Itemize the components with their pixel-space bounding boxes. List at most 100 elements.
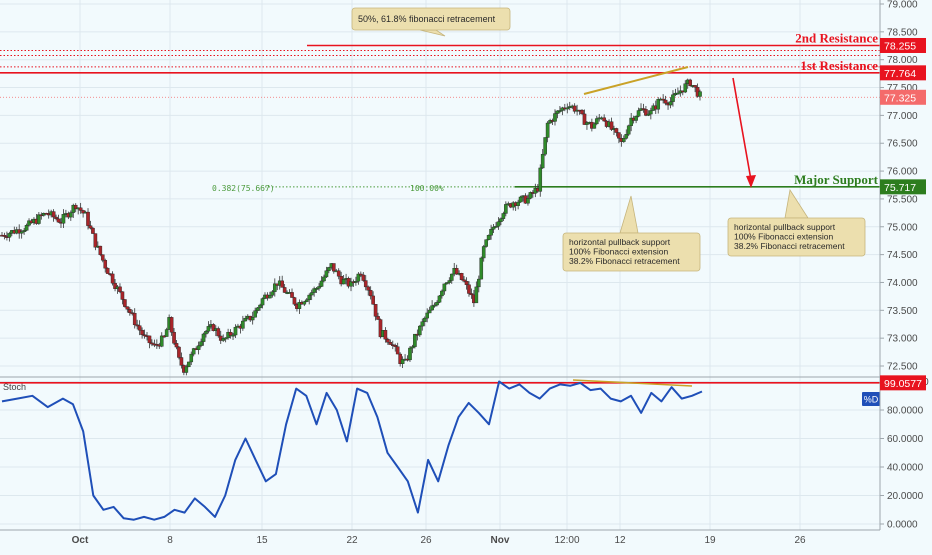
candle-body (231, 334, 235, 337)
callout-text-line: 100% Fibonacci extension (734, 232, 834, 242)
candle-body (312, 288, 316, 293)
candle-body (440, 290, 444, 297)
candle-body (368, 290, 373, 297)
candle-body (565, 107, 570, 110)
candle-body (19, 231, 24, 234)
candle-body (609, 121, 614, 130)
first-resistance-tag-background (880, 65, 926, 81)
candle-body (177, 346, 181, 358)
callout-background (562, 232, 701, 272)
callout-text-line: 100% Fibonacci extension (569, 247, 669, 257)
price-tags: 78.255 77.764 77.325 75.717 99.0577 (880, 37, 926, 391)
candle-body (216, 328, 221, 337)
candle-body (698, 91, 702, 97)
candle-body (356, 273, 361, 282)
price-trendline (583, 66, 689, 95)
candle-body (383, 330, 388, 340)
candle-body (359, 273, 363, 276)
candle-body (304, 299, 309, 302)
candle-body (290, 292, 294, 298)
candle-body (128, 309, 132, 313)
level-lines (0, 44, 880, 188)
candle-body (204, 331, 208, 335)
candle-body (78, 207, 83, 211)
stoch-line (1, 380, 703, 521)
candle-body (395, 346, 400, 355)
price-tick-label: 72.500 (887, 362, 918, 373)
annotations: 50%, 61.8% fibonacci retracement horizont… (212, 7, 879, 272)
candle-body (159, 335, 164, 347)
candle-body (484, 239, 488, 247)
price-tick-label: 77.500 (887, 83, 918, 94)
candle-body (273, 283, 277, 292)
candle-body (361, 274, 366, 281)
candle-body (543, 137, 547, 155)
candle-body (91, 227, 95, 234)
second-resistance-tag: 78.255 (880, 37, 926, 53)
candle-body (479, 257, 484, 280)
candle-body (100, 254, 105, 261)
candle-body (580, 109, 584, 115)
stoch-tick-label: 20.0000 (887, 491, 924, 502)
candle-body (169, 317, 174, 333)
candle-body (496, 221, 501, 227)
candle-body (376, 316, 380, 320)
candle-body (270, 291, 275, 296)
candle-body (191, 348, 196, 355)
callout-text-line: 50%, 61.8% fibonacci retracement (358, 14, 496, 24)
candle-body (430, 305, 434, 311)
candle-body (501, 213, 506, 219)
fib-label-left: 0.382(75.667) (212, 184, 275, 193)
candle-body (634, 116, 638, 121)
candle-body (292, 297, 297, 305)
candle-body (474, 286, 479, 304)
candle-body (206, 326, 211, 332)
candle-body (518, 196, 523, 203)
major-support-label: Major Support (794, 172, 879, 187)
candle-body (432, 304, 437, 307)
candle-body (135, 324, 139, 327)
candle-body (243, 318, 248, 322)
candle-body (309, 292, 314, 296)
candle-body (22, 230, 26, 233)
price-tick-label: 74.500 (887, 250, 918, 261)
candle-body (442, 283, 447, 292)
stoch-tick-label: 0.0000 (887, 520, 918, 531)
candle-body (118, 286, 122, 292)
candle-body (164, 329, 169, 337)
time-tick-label: 22 (346, 535, 358, 546)
candle-body (528, 192, 533, 199)
stoch-legend: %D (864, 395, 879, 405)
candle-body (668, 101, 673, 106)
candle-body (172, 331, 176, 344)
candle-body (140, 329, 144, 335)
last-price-tag: 77.325 (880, 89, 926, 105)
time-tick-label: 12:00 (554, 535, 579, 546)
candle-body (255, 307, 260, 311)
time-tick-label: Oct (72, 535, 89, 546)
major-support-tag: 75.717 (880, 179, 926, 195)
candle-body (582, 113, 587, 125)
candle-body (398, 353, 402, 364)
candle-body (464, 281, 469, 285)
time-tick-label: 26 (794, 535, 806, 546)
candle-body (327, 267, 331, 271)
candle-body (671, 94, 675, 102)
candle-body (86, 211, 90, 226)
stoch-level-tag-text: 99.0577 (884, 378, 922, 390)
candle-body (467, 284, 471, 294)
stoch-tick-label: 60.0000 (887, 434, 924, 445)
candle-body (260, 298, 265, 306)
candle-body (585, 122, 589, 125)
candle-body (683, 83, 688, 93)
candle-body (103, 260, 108, 269)
candle-body (408, 347, 412, 361)
candle-body (324, 270, 329, 278)
first-resistance-tag: 77.764 (880, 65, 926, 81)
candle-body (555, 110, 560, 114)
candle-body (447, 280, 452, 283)
candle-body (56, 218, 61, 223)
candle-body (644, 109, 648, 116)
major-support-tag-background (880, 179, 926, 195)
